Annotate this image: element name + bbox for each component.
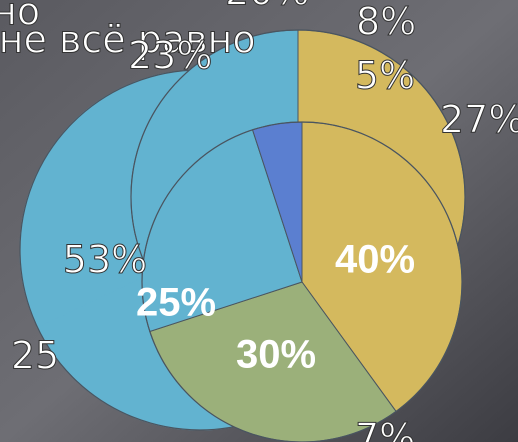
annotation: 27% [440, 98, 518, 142]
data-label: 40% [335, 238, 415, 282]
annotation: 23% [128, 34, 212, 78]
annotation: 20% [225, 0, 309, 14]
data-label: 25% [136, 281, 216, 325]
annotation: но [0, 0, 40, 34]
annotation: 7% [355, 416, 415, 442]
data-label: 53% [63, 238, 147, 282]
annotation: мне всё равно [0, 18, 256, 62]
data-label: 30% [236, 333, 316, 377]
annotation: 8% [356, 0, 416, 44]
data-label: 25 [11, 334, 59, 378]
pie-outline [141, 121, 463, 442]
pies [19, 29, 466, 442]
data-label: 5% [355, 54, 415, 98]
